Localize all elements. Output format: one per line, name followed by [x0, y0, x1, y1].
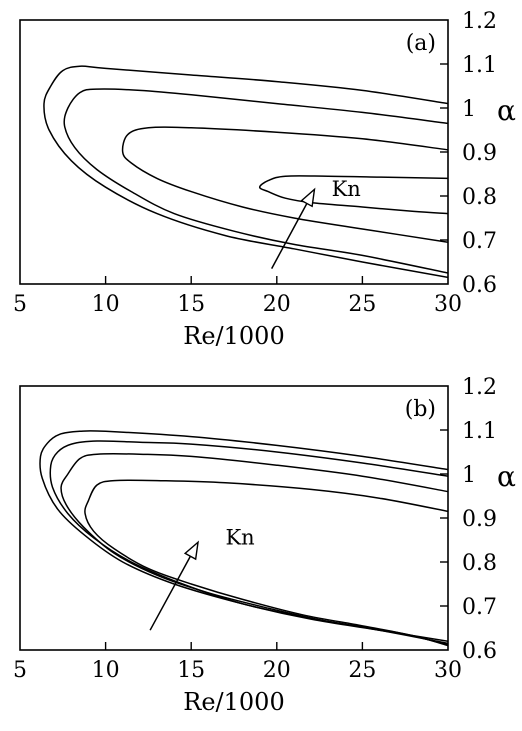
- x-tick-label: 15: [177, 292, 205, 317]
- y-axis-label: α: [497, 94, 516, 127]
- x-axis-label: Re/1000: [183, 322, 284, 350]
- y-tick-label: 1.1: [462, 53, 497, 78]
- panel-label: (b): [405, 397, 436, 422]
- stability-curve: [49, 440, 448, 645]
- y-axis-label: α: [497, 460, 516, 493]
- x-tick-label: 5: [13, 658, 27, 683]
- plot-frame: [19, 385, 449, 651]
- y-tick-label: 0.9: [462, 507, 497, 532]
- y-tick-label: 0.7: [462, 229, 497, 254]
- y-tick-label: 1: [462, 463, 476, 488]
- x-tick-label: 20: [263, 292, 291, 317]
- y-tick-label: 1.2: [462, 375, 497, 400]
- x-tick-label: 25: [348, 292, 376, 317]
- stability-curve: [63, 88, 448, 274]
- x-tick-label: 20: [263, 658, 291, 683]
- stability-curve: [43, 65, 448, 279]
- kn-arrow-shaft: [271, 203, 308, 269]
- x-tick-label: 30: [434, 292, 462, 317]
- y-tick-label: 0.7: [462, 595, 497, 620]
- y-tick-label: 1: [462, 97, 476, 122]
- x-tick-label: 25: [348, 658, 376, 683]
- x-tick-label: 10: [92, 292, 120, 317]
- stability-curve: [84, 479, 448, 647]
- y-tick-label: 0.8: [462, 185, 497, 210]
- x-tick-label: 10: [92, 658, 120, 683]
- panel-b: 5 10 15 20 25 300.6 0.7 0.8 0.9 1 1.1 1.2 Re/1000 α (b…: [13, 375, 516, 716]
- x-tick-label: 30: [434, 658, 462, 683]
- kn-annotation-label: Kn: [225, 525, 254, 549]
- kn-arrow-shaft: [149, 555, 192, 631]
- panel-a: 5 10 15 20 25 300.6 0.7 0.8 0.9 1 1.1 1.2 Re/1000 α (a…: [13, 9, 516, 350]
- y-tick-label: 0.6: [462, 639, 497, 664]
- plot-frame: [19, 19, 449, 285]
- kn-arrow-head: [300, 187, 316, 208]
- kn-annotation-label: Kn: [332, 177, 361, 201]
- x-axis-label: Re/1000: [183, 688, 284, 716]
- y-tick-label: 1.1: [462, 419, 497, 444]
- panel-label: (a): [406, 31, 436, 56]
- stability-curve: [60, 453, 448, 646]
- stability-curve: [258, 175, 448, 215]
- stability-curve: [121, 126, 448, 243]
- x-tick-label: 15: [177, 658, 205, 683]
- y-tick-label: 0.8: [462, 551, 497, 576]
- x-tick-label: 5: [13, 292, 27, 317]
- y-tick-label: 1.2: [462, 9, 497, 34]
- kn-arrow-head: [183, 540, 200, 561]
- y-tick-label: 0.6: [462, 273, 497, 298]
- y-tick-label: 0.9: [462, 141, 497, 166]
